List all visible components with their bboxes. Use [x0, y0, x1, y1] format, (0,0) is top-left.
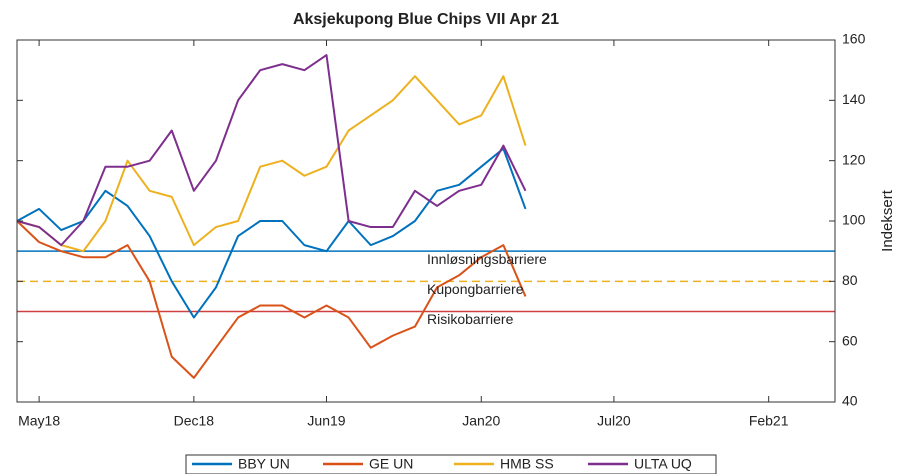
x-tick-label: Jun19 — [307, 413, 345, 429]
y-axis-label: Indeksert — [879, 189, 896, 252]
legend-label: GE UN — [369, 456, 413, 472]
y-tick-label: 140 — [842, 91, 866, 107]
y-tick-label: 80 — [842, 272, 858, 288]
x-tick-label: May18 — [18, 413, 60, 429]
series-line — [16, 75, 527, 253]
x-tick-label: Jan20 — [462, 413, 500, 429]
legend-label: HMB SS — [500, 456, 554, 472]
legend-box — [185, 454, 717, 474]
legend-label: ULTA UQ — [634, 456, 692, 472]
barrier-label: Innløsningsbarriere — [427, 251, 547, 267]
barrier-label: Risikobarriere — [427, 311, 514, 327]
y-tick-label: 120 — [842, 151, 866, 167]
legend-label: BBY UN — [238, 456, 290, 472]
y-tick-label: 60 — [842, 332, 858, 348]
x-tick-label: Feb21 — [749, 413, 789, 429]
series-line — [16, 54, 527, 247]
x-tick-label: Dec18 — [174, 413, 215, 429]
series-line — [16, 147, 527, 319]
chart-title: Aksjekupong Blue Chips VII Apr 21 — [293, 11, 559, 28]
y-tick-label: 40 — [842, 393, 858, 409]
y-tick-label: 100 — [842, 212, 866, 228]
y-tick-label: 160 — [842, 31, 866, 47]
series-line — [16, 220, 527, 379]
x-tick-label: Jul20 — [597, 413, 631, 429]
barrier-label: Kupongbarriere — [427, 281, 524, 297]
